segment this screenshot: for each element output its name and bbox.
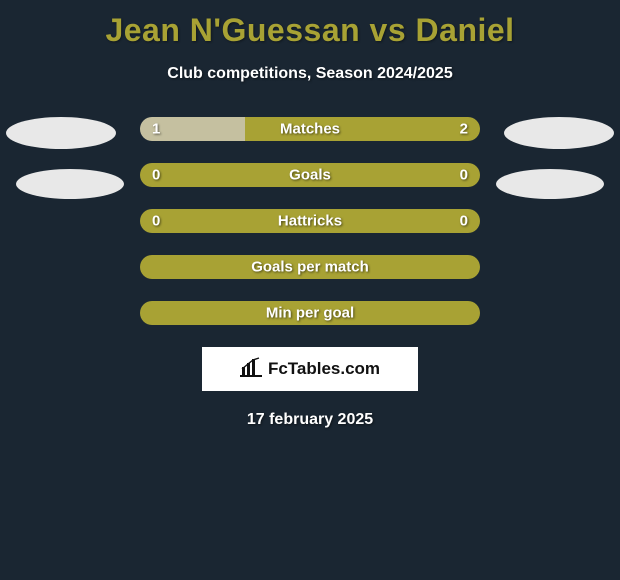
stat-bar: Goals00 xyxy=(140,163,480,187)
stats-area: Matches12 Goals00 Hattricks00 Goals per mat… xyxy=(0,117,620,325)
stat-bar-left-fill xyxy=(140,255,310,279)
branding-text: FcTables.com xyxy=(268,359,380,379)
page-title: Jean N'Guessan vs Daniel xyxy=(0,0,620,49)
avatar-left-2 xyxy=(16,169,124,199)
stat-bar-right-fill xyxy=(245,117,480,141)
stat-bar-right-fill xyxy=(310,209,480,233)
stat-bar-right-fill xyxy=(310,301,480,325)
bar-chart-icon xyxy=(240,357,262,382)
stat-bar-left-fill xyxy=(140,117,245,141)
stat-bar: Hattricks00 xyxy=(140,209,480,233)
stat-bar-left-fill xyxy=(140,163,310,187)
stat-bar-left-fill xyxy=(140,301,310,325)
stat-bar: Goals per match xyxy=(140,255,480,279)
title-player-left: Jean N'Guessan xyxy=(105,12,369,48)
stat-bar-right-fill xyxy=(310,163,480,187)
subtitle: Club competitions, Season 2024/2025 xyxy=(0,65,620,83)
branding-logo: FcTables.com xyxy=(202,347,418,391)
title-vs: vs xyxy=(370,12,416,48)
avatar-left-1 xyxy=(6,117,116,149)
stat-bar: Matches12 xyxy=(140,117,480,141)
avatar-right-1 xyxy=(504,117,614,149)
avatar-right-2 xyxy=(496,169,604,199)
stat-bar-left-fill xyxy=(140,209,310,233)
stat-bar: Min per goal xyxy=(140,301,480,325)
title-player-right: Daniel xyxy=(416,12,515,48)
stat-bar-right-fill xyxy=(310,255,480,279)
compare-bars: Matches12 Goals00 Hattricks00 Goals per mat… xyxy=(140,117,480,325)
footer-date: 17 february 2025 xyxy=(0,411,620,429)
